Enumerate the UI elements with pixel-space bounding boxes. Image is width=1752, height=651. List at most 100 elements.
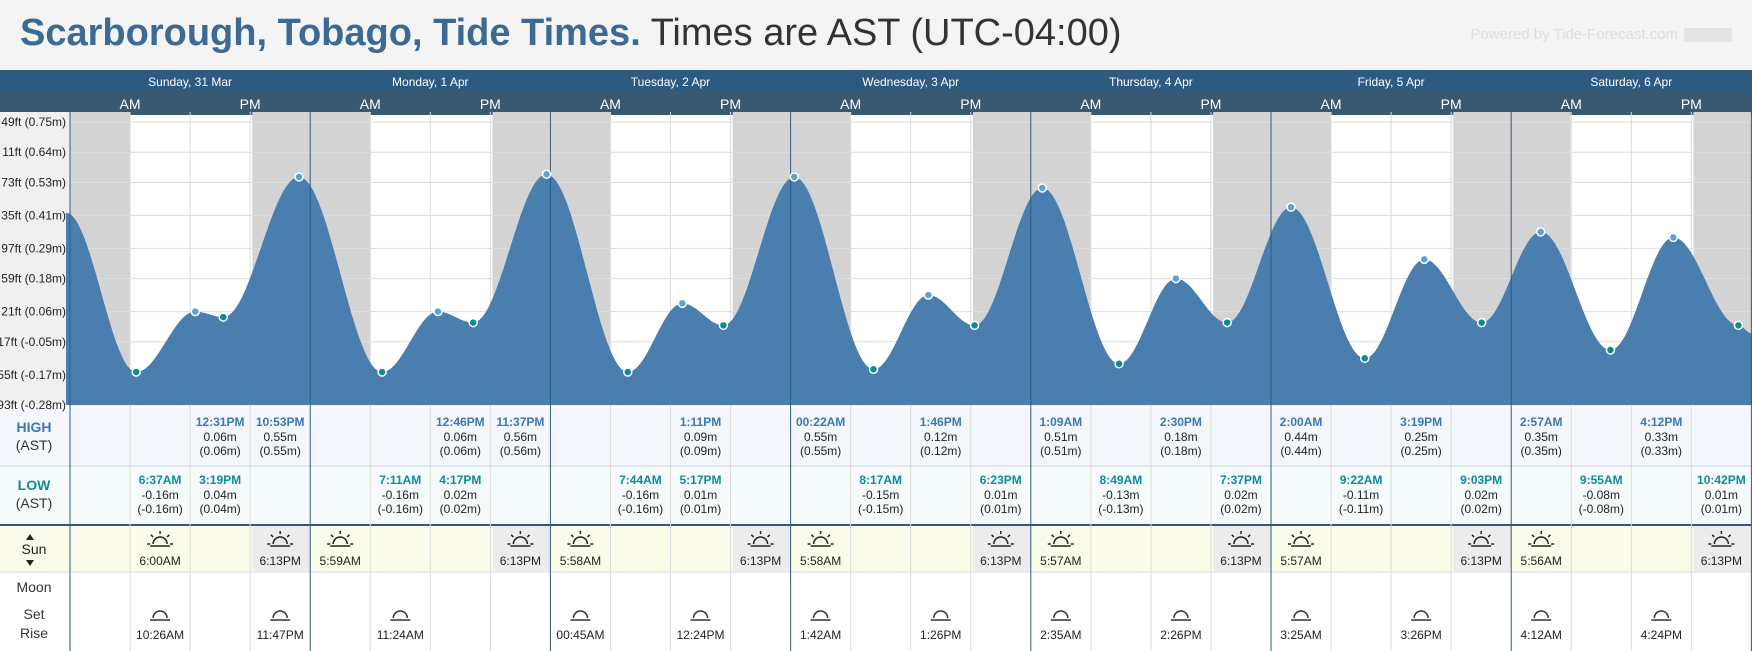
high-time-label: 10:53PM — [256, 415, 305, 429]
powered-by-link[interactable]: Powered by Tide-Forecast.com — [1470, 26, 1732, 43]
high-height-label: 0.35m — [1525, 430, 1558, 444]
low-tide-marker — [718, 320, 729, 331]
am-label: AM — [600, 96, 621, 112]
low-height-alt-label: (0.02m) — [440, 502, 481, 516]
high-height-label: 0.55m — [263, 430, 296, 444]
high-tide-marker — [1171, 273, 1181, 284]
low-time-label: 7:37PM — [1220, 473, 1262, 487]
low-height-alt-label: (-0.16m) — [137, 502, 182, 516]
moon-icon — [572, 610, 589, 619]
high-height-label: 0.56m — [504, 430, 537, 444]
low-height-label: -0.15m — [862, 488, 899, 502]
pm-label: PM — [1200, 96, 1221, 112]
high-height-alt-label: (0.06m) — [440, 444, 481, 458]
day-label: Thursday, 4 Apr — [1109, 75, 1193, 89]
low-height-label: 0.01m — [984, 488, 1017, 502]
sunset-cell-shade — [492, 526, 551, 572]
low-height-alt-label: (0.01m) — [980, 502, 1021, 516]
low-height-label: -0.11m — [1343, 488, 1379, 502]
moon-event-time: 2:26PM — [1160, 628, 1201, 642]
y-axis-background — [0, 112, 70, 405]
moon-icon — [1293, 610, 1309, 619]
high-height-alt-label: (0.55m) — [800, 444, 841, 458]
low-tide-marker — [218, 312, 229, 322]
y-tick-label: 11ft (0.64m) — [2, 145, 66, 159]
low-tide-marker — [131, 367, 141, 377]
moon-event-time: 2:35AM — [1040, 628, 1081, 642]
moon-icon — [1173, 610, 1189, 619]
am-label: AM — [360, 96, 381, 112]
sunset-cell-shade — [972, 526, 1031, 572]
day-label: Wednesday, 3 Apr — [862, 75, 959, 89]
sunrise-time: 5:58AM — [800, 554, 841, 568]
low-tide-marker — [468, 317, 478, 328]
sunset-icon — [507, 531, 534, 547]
y-tick-label: 73ft (0.53m) — [1, 175, 66, 189]
high-tide-marker — [677, 298, 688, 309]
low-tide-marker — [623, 367, 633, 377]
low-height-alt-label: (0.02m) — [1220, 502, 1261, 516]
day-label: Saturday, 6 Apr — [1590, 75, 1672, 89]
sunset-time: 6:13PM — [1460, 554, 1501, 568]
low-time-label: 3:19PM — [199, 473, 241, 487]
page-title: Scarborough, Tobago, Tide Times. Times a… — [20, 12, 1122, 55]
sunset-cell-shade — [732, 526, 791, 572]
pm-label: PM — [240, 96, 261, 112]
ampm-header-bar — [0, 92, 1752, 115]
sunrise-time: 5:57AM — [1280, 554, 1321, 568]
high-height-alt-label: (0.44m) — [1280, 444, 1321, 458]
high-height-label: 0.55m — [804, 430, 837, 444]
low-time-label: 9:03PM — [1460, 473, 1502, 487]
low-height-alt-label: (-0.16m) — [618, 502, 663, 516]
high-time-label: 3:19PM — [1400, 415, 1442, 429]
high-time-label: 4:12PM — [1640, 415, 1682, 429]
low-tide-marker — [868, 364, 879, 375]
low-tide-marker — [1476, 317, 1487, 328]
low-height-label: -0.08m — [1583, 488, 1620, 502]
day-label: Sunday, 31 Mar — [148, 75, 232, 89]
low-height-label: 0.04m — [203, 488, 236, 502]
low-time-label: 7:11AM — [379, 473, 421, 487]
low-height-alt-label: (0.02m) — [1461, 502, 1502, 516]
sunrise-time: 6:00AM — [139, 554, 180, 568]
sun-down-arrow-icon — [26, 560, 34, 566]
moon-event-time: 12:24PM — [677, 628, 725, 642]
sunrise-time: 5:58AM — [560, 554, 601, 568]
sunrise-time: 5:57AM — [1040, 554, 1081, 568]
high-height-alt-label: (0.06m) — [199, 444, 240, 458]
y-tick-label: 55ft (-0.17m) — [0, 368, 66, 382]
sunset-time: 6:13PM — [740, 554, 781, 568]
low-height-alt-label: (-0.08m) — [1579, 502, 1624, 516]
sunrise-icon — [1047, 531, 1074, 547]
sunset-time: 6:13PM — [980, 554, 1021, 568]
low-tide-marker — [1359, 353, 1370, 364]
high-tide-marker — [1037, 183, 1048, 193]
low-height-alt-label: (-0.16m) — [378, 502, 423, 516]
low-height-label: 0.02m — [444, 488, 477, 502]
sunset-icon — [1468, 531, 1495, 547]
sunrise-icon — [327, 531, 354, 547]
high-height-alt-label: (0.12m) — [920, 444, 961, 458]
low-time-label: 9:22AM — [1340, 473, 1383, 487]
moon-icon — [152, 610, 168, 619]
sunset-icon — [1708, 531, 1735, 547]
low-height-alt-label: (-0.13m) — [1098, 502, 1143, 516]
high-time-label: 1:46PM — [920, 415, 962, 429]
high-height-alt-label: (0.33m) — [1641, 444, 1682, 458]
moon-rise-label: Rise — [20, 625, 48, 641]
low-height-alt-label: (0.01m) — [1701, 502, 1742, 516]
low-height-alt-label: (0.01m) — [680, 502, 721, 516]
high-height-label: 0.12m — [924, 430, 957, 444]
high-height-label: 0.09m — [684, 430, 717, 444]
low-height-label: 0.01m — [1705, 488, 1738, 502]
high-tide-marker — [190, 306, 201, 317]
sunrise-time: 5:59AM — [320, 554, 361, 568]
am-label: AM — [1080, 96, 1101, 112]
low-height-label: -0.16m — [382, 488, 419, 502]
low-tide-marker — [1605, 345, 1616, 355]
low-height-label: -0.13m — [1102, 488, 1139, 502]
high-height-label: 0.44m — [1284, 430, 1317, 444]
high-time-label: 12:31PM — [196, 415, 245, 429]
high-height-alt-label: (0.51m) — [1040, 444, 1081, 458]
low-tide-marker — [969, 320, 980, 331]
